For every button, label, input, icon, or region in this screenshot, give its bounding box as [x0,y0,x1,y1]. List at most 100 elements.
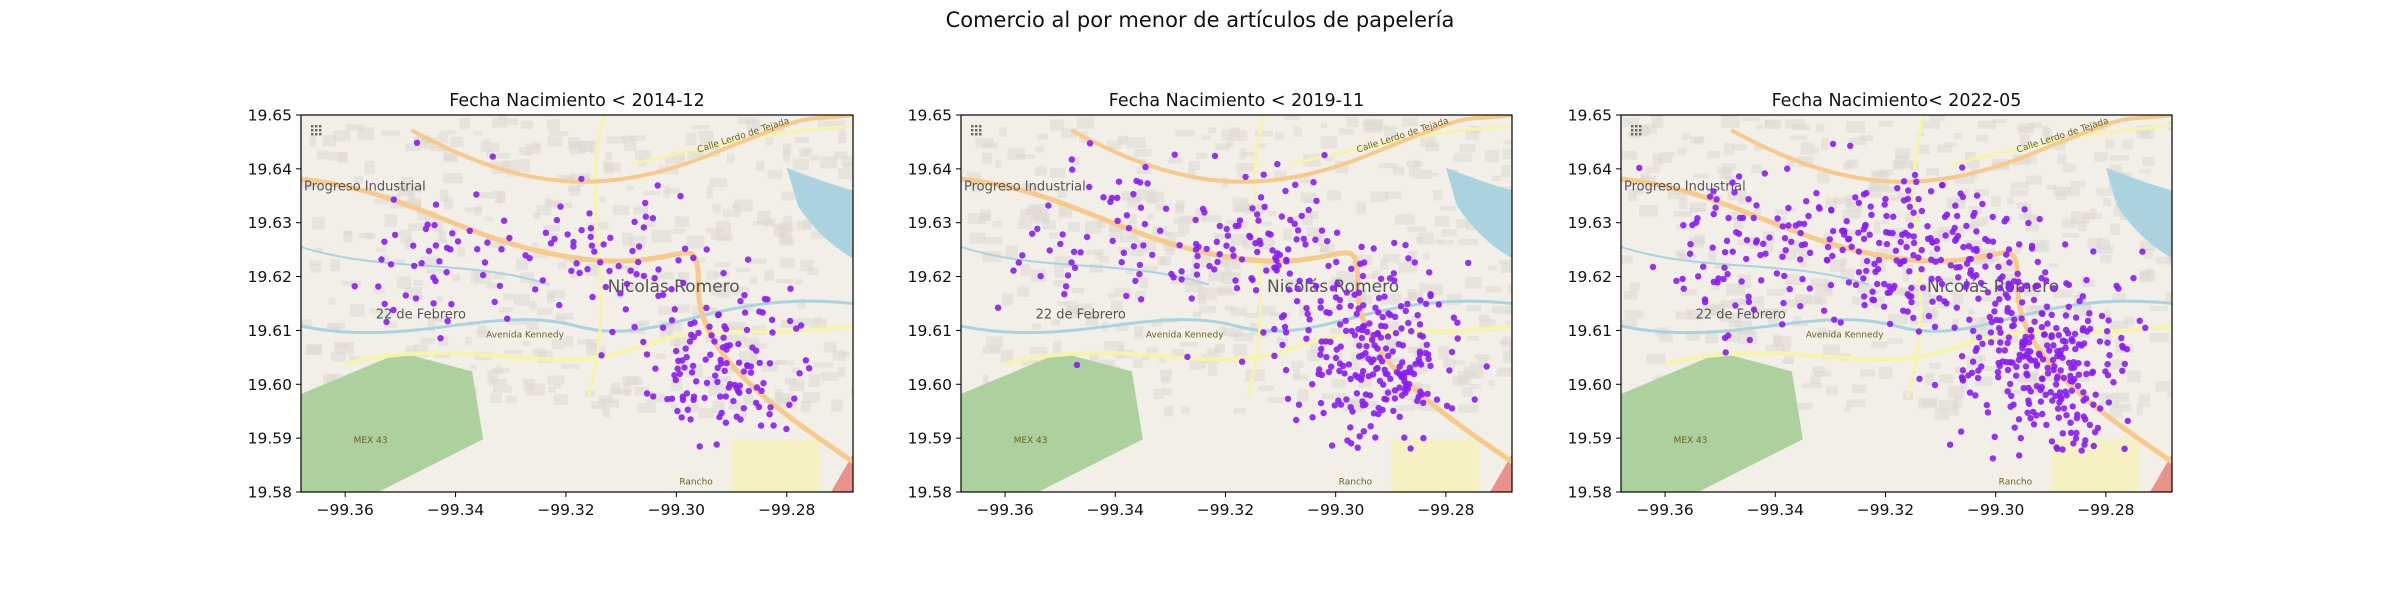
urban-block [1103,341,1124,351]
data-point [1710,278,1718,286]
urban-block [780,236,795,246]
urban-block [710,282,719,296]
data-point [2054,445,2061,452]
urban-block [1815,297,1827,305]
data-point [1680,285,1688,292]
data-point [1876,239,1883,247]
data-point [1929,298,1936,305]
data-point [678,414,685,421]
urban-block [384,322,397,328]
urban-block [1621,150,1638,160]
data-point [607,234,614,241]
urban-block [634,149,652,160]
data-point [680,279,687,286]
data-point [2038,324,2046,331]
urban-block [2121,407,2132,412]
data-point [1874,265,1882,273]
urban-block [1682,133,1690,140]
data-point [1729,179,1736,186]
urban-block [761,362,778,372]
urban-block [1260,221,1273,226]
data-point [2003,215,2010,222]
data-point [1375,294,1383,302]
urban-block [1960,384,1968,393]
y-tick-label: 19.62 [248,268,292,286]
data-point [1304,310,1311,318]
data-point [2121,360,2128,368]
data-point [714,364,721,372]
urban-block [1999,262,2015,272]
urban-block [800,259,814,271]
data-point [766,360,774,367]
data-point [1077,249,1084,256]
data-point [2062,312,2070,319]
urban-block [743,394,754,405]
data-point [1989,238,1997,245]
data-point [2021,341,2028,348]
urban-block [674,216,690,227]
data-point [2024,409,2031,416]
urban-block [364,161,375,175]
data-point [1483,363,1490,370]
urban-block [520,120,534,130]
data-point [1405,319,1412,327]
y-tick-label: 19.65 [248,107,292,125]
map-grid-icon [1631,125,1642,136]
data-point [1358,334,1366,342]
data-point [1282,329,1290,336]
urban-block [800,400,811,412]
urban-block [1217,286,1232,293]
data-point [1395,341,1403,348]
urban-block [2145,268,2154,275]
urban-block [1237,172,1246,178]
data-point [1332,294,1340,301]
data-point [1046,247,1053,254]
urban-block [819,156,838,169]
urban-block [1392,166,1405,175]
urban-block [529,301,537,310]
data-point [2056,352,2064,359]
data-point [2031,318,2038,325]
data-point [2082,395,2090,402]
data-point [1686,250,1694,257]
data-point [703,246,710,253]
data-point [1824,243,1832,251]
data-point [2028,245,2036,252]
urban-block [1693,173,1709,179]
data-point [413,139,421,146]
urban-block [706,270,718,280]
data-point [1881,280,1888,288]
data-point [1375,309,1382,316]
urban-block [1225,219,1244,225]
urban-block [1893,160,1913,169]
data-point [1958,353,1966,360]
data-point [1782,247,1789,254]
data-point [1788,238,1795,245]
urban-block [2142,271,2151,279]
data-point [2055,414,2062,421]
urban-block [658,306,673,315]
urban-block [554,315,566,324]
data-point [1114,194,1121,201]
map-grid-icon [311,125,322,136]
urban-block [1910,319,1918,325]
data-point [2044,320,2051,327]
urban-block [1054,268,1065,278]
urban-block [1753,206,1761,215]
data-point [2011,316,2018,323]
y-tick-label: 19.61 [1568,322,1612,340]
urban-block [516,258,528,271]
data-point [720,334,727,341]
y-tick-label: 19.64 [1568,160,1612,178]
data-point [1069,166,1076,173]
urban-block [655,271,675,280]
data-point [1389,348,1396,355]
data-point [2072,345,2079,353]
urban-block [1336,352,1343,362]
data-point [1988,318,1995,326]
data-point [1820,307,1828,314]
urban-block [807,267,819,276]
data-point [1385,352,1392,359]
data-point [1785,204,1792,212]
urban-block [1978,354,1986,361]
